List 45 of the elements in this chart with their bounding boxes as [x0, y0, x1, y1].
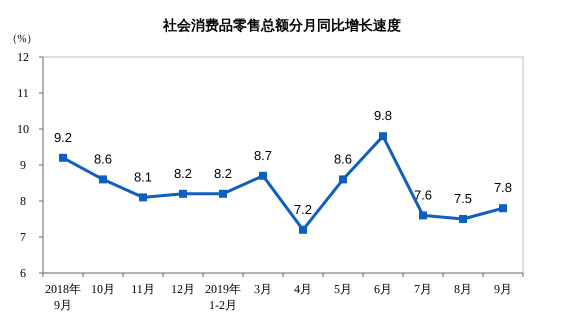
- x-tick-label: 12月: [171, 282, 195, 296]
- x-tick-label: 3月: [254, 282, 272, 296]
- x-tick-label: 7月: [414, 282, 432, 296]
- data-label: 8.6: [334, 151, 352, 166]
- chart-title: 社会消费品零售总额分月同比增长速度: [162, 17, 401, 34]
- data-label: 7.5: [454, 191, 472, 206]
- data-label: 7.6: [414, 187, 432, 202]
- point: [59, 154, 67, 162]
- data-label: 9.2: [54, 130, 72, 145]
- point: [379, 132, 387, 140]
- point: [139, 193, 147, 202]
- data-label: 7.2: [294, 202, 312, 217]
- y-tick-label: 7: [20, 230, 26, 244]
- point: [299, 226, 307, 234]
- data-label: 8.7: [254, 148, 272, 163]
- x-tick-label: 6月: [374, 282, 392, 296]
- point: [419, 211, 427, 220]
- y-axis-title: （%）: [6, 33, 38, 45]
- point: [259, 172, 267, 180]
- point: [459, 215, 467, 223]
- data-label: 9.8: [374, 108, 392, 124]
- point: [219, 190, 227, 198]
- y-tick-label: 10: [17, 122, 29, 136]
- data-label: 8.1: [134, 169, 152, 184]
- x-tick-label: 11月: [131, 282, 155, 296]
- x-tick-label: 10月: [91, 282, 115, 296]
- point: [99, 175, 107, 184]
- x-tick-label: 9月: [494, 282, 512, 296]
- x-tick-label: 2018年 9月: [45, 282, 81, 312]
- y-tick-label: 11: [17, 86, 29, 100]
- y-tick-label: 8: [20, 194, 26, 208]
- point: [499, 204, 507, 212]
- data-label: 8.2: [214, 166, 232, 181]
- x-tick-label: 2019年 1-2月: [205, 282, 241, 312]
- point: [339, 175, 347, 184]
- x-tick-label: 8月: [454, 282, 472, 296]
- y-tick-label: 12: [17, 50, 29, 64]
- x-tick-label: 4月: [294, 282, 312, 296]
- y-tick-label: 6: [20, 266, 26, 280]
- y-tick-label: 9: [20, 158, 26, 172]
- point: [179, 190, 187, 198]
- data-label: 8.6: [94, 151, 112, 166]
- data-label: 7.8: [494, 180, 512, 196]
- x-tick-label: 5月: [334, 282, 352, 296]
- data-label: 8.2: [174, 166, 192, 181]
